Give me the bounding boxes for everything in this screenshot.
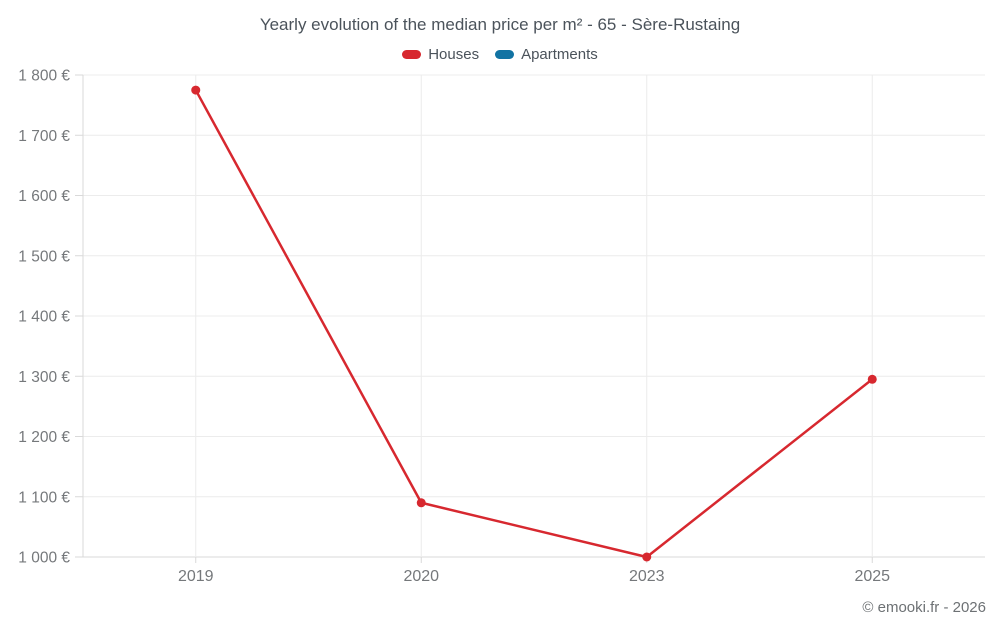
y-tick-label: 1 000 €	[18, 550, 70, 567]
data-point-houses	[642, 552, 652, 562]
y-tick-label: 1 800 €	[18, 68, 70, 85]
y-tick-label: 1 600 €	[18, 188, 70, 205]
legend-item-apartments[interactable]: Apartments	[495, 46, 598, 63]
legend-item-houses[interactable]: Houses	[402, 46, 479, 63]
footer-credit: © emooki.fr - 2026	[862, 599, 986, 616]
data-point-houses	[867, 374, 877, 384]
y-tick-label: 1 100 €	[18, 489, 70, 506]
data-point-houses	[416, 498, 426, 508]
legend: Houses Apartments	[0, 46, 1000, 63]
x-tick-label: 2019	[178, 568, 214, 585]
x-tick-label: 2023	[629, 568, 665, 585]
y-tick-label: 1 700 €	[18, 128, 70, 145]
legend-label-apartments: Apartments	[521, 46, 598, 63]
y-tick-label: 1 300 €	[18, 369, 70, 386]
y-tick-label: 1 200 €	[18, 429, 70, 446]
apartments-series-swatch-icon	[495, 50, 515, 59]
legend-label-houses: Houses	[428, 46, 480, 63]
x-tick-label: 2020	[403, 568, 439, 585]
series-line-houses	[194, 88, 874, 559]
chart-title: Yearly evolution of the median price per…	[259, 15, 741, 34]
y-tick-label: 1 400 €	[18, 309, 70, 326]
houses-series-swatch-icon	[402, 50, 422, 59]
data-point-houses	[191, 85, 201, 95]
x-tick-label: 2025	[854, 568, 890, 585]
y-tick-label: 1 500 €	[18, 248, 70, 265]
